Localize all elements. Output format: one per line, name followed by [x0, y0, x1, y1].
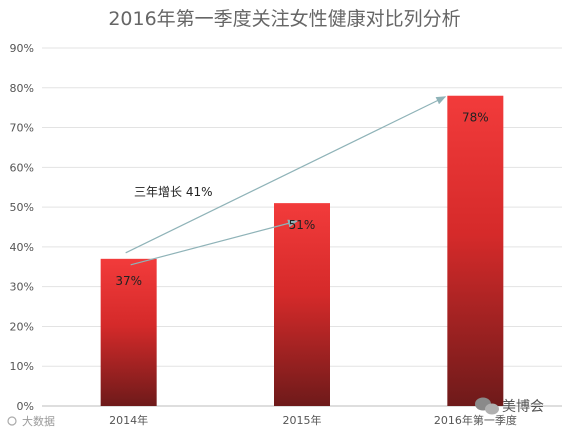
watermark-right: 美博会	[475, 397, 544, 415]
growth-arrow	[125, 96, 447, 254]
bar	[100, 258, 157, 406]
y-tick-label: 0%	[17, 400, 34, 413]
y-tick-label: 10%	[10, 360, 34, 373]
y-tick-label: 80%	[10, 82, 34, 95]
y-tick-label: 20%	[10, 320, 34, 333]
weibo-icon	[7, 416, 17, 426]
data-label: 51%	[289, 218, 316, 232]
y-tick-label: 30%	[10, 281, 34, 294]
data-labels: 37% 51% 78%	[115, 111, 488, 288]
growth-arrows	[125, 96, 447, 266]
data-label: 37%	[115, 274, 142, 288]
x-tick-label: 2014年	[109, 413, 148, 427]
watermark-left: 大数据	[7, 414, 55, 428]
chart-title: 2016年第一季度关注女性健康对比列分析	[108, 8, 461, 30]
watermark-right-text: 美博会	[502, 398, 544, 415]
y-tick-label: 70%	[10, 122, 34, 135]
x-tick-label: 2015年	[283, 413, 322, 427]
data-label: 78%	[462, 111, 489, 125]
bar	[274, 203, 330, 406]
bar	[447, 95, 504, 406]
y-tick-label: 50%	[10, 201, 34, 214]
wechat-icon	[475, 397, 499, 415]
y-tick-label: 60%	[10, 161, 34, 174]
bars	[100, 95, 504, 406]
growth-annotation: 三年增长 41%	[134, 185, 213, 199]
growth-arrow	[130, 219, 298, 266]
watermark-left-text: 大数据	[22, 414, 55, 428]
y-tick-label: 90%	[10, 42, 34, 55]
x-axis-tick-labels: 2014年 2015年 2016年第一季度	[109, 413, 517, 427]
y-axis-tick-labels: 0% 10% 20% 30% 40% 50% 60% 70% 80% 90%	[10, 42, 34, 413]
y-tick-label: 40%	[10, 241, 34, 254]
x-tick-label: 2016年第一季度	[434, 413, 517, 427]
